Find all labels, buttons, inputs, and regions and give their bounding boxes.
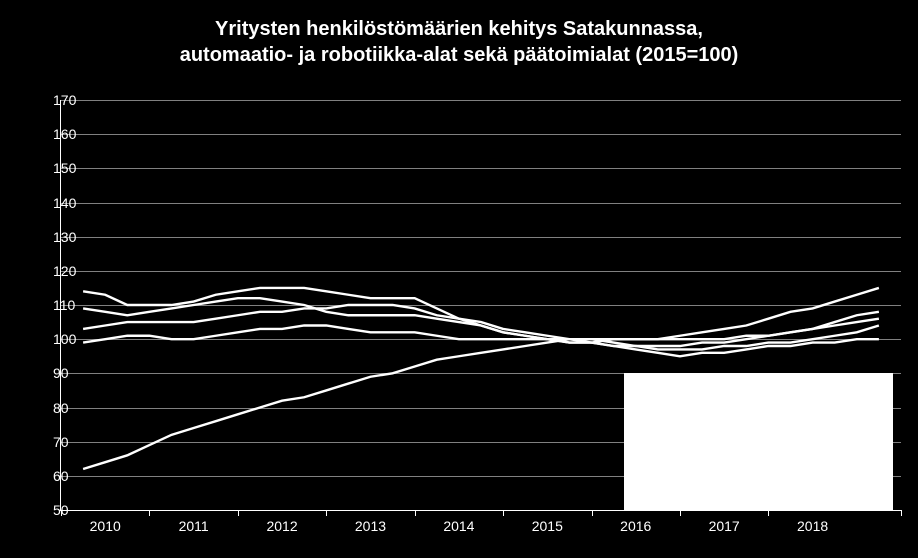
series-b xyxy=(83,288,879,343)
plot-area: 5060708090100110120130140150160170201020… xyxy=(60,100,901,511)
x-tick-label: 2011 xyxy=(179,518,209,534)
x-tick-label: 2013 xyxy=(355,518,386,534)
y-gridline xyxy=(61,203,901,204)
y-gridline xyxy=(61,100,901,101)
x-tick xyxy=(592,510,593,516)
y-gridline xyxy=(61,271,901,272)
x-tick xyxy=(680,510,681,516)
y-gridline xyxy=(61,408,901,409)
x-tick xyxy=(503,510,504,516)
series-d xyxy=(83,305,879,349)
x-tick-label: 2018 xyxy=(797,518,828,534)
chart-container: Yritysten henkilöstömäärien kehitys Sata… xyxy=(0,0,918,558)
x-tick xyxy=(238,510,239,516)
y-gridline xyxy=(61,373,901,374)
x-tick xyxy=(326,510,327,516)
chart-title-line1: Yritysten henkilöstömäärien kehitys Sata… xyxy=(215,18,703,40)
x-tick xyxy=(768,510,769,516)
x-tick xyxy=(415,510,416,516)
x-tick-label: 2016 xyxy=(620,518,651,534)
x-tick xyxy=(61,510,62,516)
x-tick-label: 2010 xyxy=(90,518,121,534)
x-tick-label: 2017 xyxy=(709,518,740,534)
y-gridline xyxy=(61,305,901,306)
y-gridline xyxy=(61,510,901,511)
y-gridline xyxy=(61,442,901,443)
x-tick-label: 2012 xyxy=(266,518,297,534)
x-tick-label: 2014 xyxy=(443,518,474,534)
y-gridline xyxy=(61,237,901,238)
chart-title-line2: automaatio- ja robotiikka-alat sekä päät… xyxy=(180,44,739,66)
chart-title: Yritysten henkilöstömäärien kehitys Sata… xyxy=(0,16,918,68)
y-gridline xyxy=(61,476,901,477)
y-gridline xyxy=(61,134,901,135)
x-tick xyxy=(901,510,902,516)
y-gridline xyxy=(61,339,901,340)
x-tick xyxy=(149,510,150,516)
x-tick-label: 2015 xyxy=(532,518,563,534)
y-gridline xyxy=(61,168,901,169)
